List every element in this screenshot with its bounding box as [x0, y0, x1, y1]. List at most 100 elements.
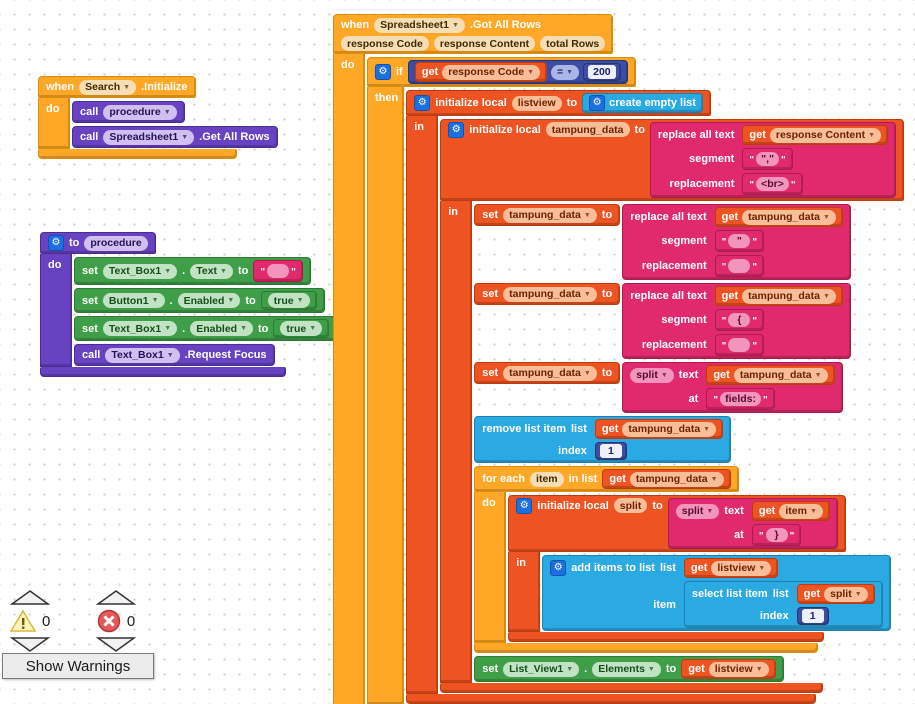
- segment-string-block[interactable]: {: [714, 309, 765, 331]
- variable-dropdown[interactable]: tampung_data ▼: [503, 365, 597, 381]
- replace-all-text-block[interactable]: replace all text get tampung_data ▼: [622, 283, 851, 359]
- get-response-content-block[interactable]: get response Content ▼: [742, 125, 889, 145]
- replace-all-text-block[interactable]: replace all text get tampung_data ▼: [622, 204, 851, 280]
- variable-dropdown[interactable]: tampung_data ▼: [503, 207, 597, 223]
- create-empty-list-block[interactable]: create empty list: [582, 93, 703, 113]
- set-variable-block[interactable]: set tampung_data ▼ to: [474, 204, 621, 226]
- warnings-down-arrow-icon[interactable]: [10, 636, 51, 653]
- logic-dropdown[interactable]: true ▼: [267, 293, 310, 308]
- property-dropdown[interactable]: Enabled ▼: [190, 321, 254, 336]
- split-text-block[interactable]: split ▼ text: [667, 498, 838, 549]
- variable-dropdown[interactable]: tampung_data ▼: [622, 421, 717, 437]
- get-split-block[interactable]: get split ▼: [796, 584, 875, 604]
- when-spreadsheet-gotallrows-block[interactable]: when Spreadsheet1 ▼ .Got All Rows respons…: [333, 14, 905, 704]
- get-listview-block[interactable]: get listview ▼: [681, 659, 776, 679]
- mutator-gear-icon[interactable]: [516, 498, 533, 514]
- component-dropdown[interactable]: Search ▼: [79, 79, 137, 95]
- replace-all-text-block[interactable]: replace all text get response Content ▼: [649, 122, 897, 198]
- mutator-gear-icon[interactable]: [589, 95, 606, 111]
- get-variable-block[interactable]: get tampung_data ▼: [714, 286, 843, 306]
- mutator-gear-icon[interactable]: [414, 95, 431, 111]
- string-field[interactable]: ",": [756, 152, 779, 166]
- initialize-local-listview-block[interactable]: initialize local listview to create empt…: [406, 90, 905, 704]
- variable-dropdown[interactable]: split ▼: [824, 586, 868, 602]
- string-field[interactable]: [267, 264, 290, 278]
- variable-dropdown[interactable]: listview ▼: [708, 661, 769, 677]
- procedure-dropdown[interactable]: procedure ▼: [103, 104, 177, 120]
- number-field[interactable]: 1: [599, 444, 622, 458]
- set-variable-block[interactable]: set tampung_data ▼ to: [474, 362, 621, 384]
- event-param-chip[interactable]: response Code: [341, 36, 429, 51]
- at-string-block[interactable]: fields:: [706, 388, 775, 410]
- initialize-local-split-block[interactable]: initialize local split to: [508, 495, 891, 642]
- variable-dropdown[interactable]: response Content ▼: [769, 127, 882, 143]
- set-listview-elements-block[interactable]: set List_View1 ▼ . Elements ▼ to: [474, 656, 784, 682]
- component-dropdown[interactable]: Spreadsheet1 ▼: [103, 129, 195, 145]
- mutator-gear-icon[interactable]: [375, 64, 391, 80]
- split-operator-dropdown[interactable]: split ▼: [630, 367, 674, 383]
- split-text-block[interactable]: split ▼ text get: [622, 362, 843, 413]
- equals-compare-block[interactable]: get response Code ▼ = ▼ 200: [407, 60, 628, 84]
- get-listview-block[interactable]: get listview ▼: [683, 558, 779, 578]
- logic-true-block[interactable]: true ▼: [260, 291, 317, 310]
- string-field[interactable]: <br>: [756, 177, 789, 191]
- errors-up-arrow-icon[interactable]: [96, 589, 136, 606]
- variable-dropdown[interactable]: tampung_data ▼: [629, 471, 724, 487]
- component-dropdown[interactable]: Text_Box1 ▼: [105, 347, 180, 363]
- local-variable-field[interactable]: listview: [511, 95, 562, 111]
- warnings-up-arrow-icon[interactable]: [10, 589, 51, 606]
- for-each-block[interactable]: for each item in list get tampung_data ▼: [474, 466, 891, 653]
- initialize-local-tampung-data-block[interactable]: initialize local tampung_data to replace…: [440, 119, 905, 693]
- segment-string-block[interactable]: ",": [742, 148, 793, 170]
- property-dropdown[interactable]: Text ▼: [190, 263, 233, 279]
- get-variable-block[interactable]: get tampung_data ▼: [602, 469, 731, 489]
- select-list-item-block[interactable]: select list item list: [683, 581, 883, 628]
- string-field[interactable]: {: [728, 313, 751, 327]
- index-number-block[interactable]: 1: [796, 607, 829, 625]
- component-dropdown[interactable]: Text_Box1 ▼: [102, 321, 178, 336]
- split-operator-dropdown[interactable]: split ▼: [675, 503, 720, 519]
- string-field[interactable]: ": [728, 234, 751, 248]
- get-variable-block[interactable]: get tampung_data ▼: [706, 365, 835, 385]
- logic-true-block[interactable]: true ▼: [273, 319, 330, 338]
- replacement-string-block[interactable]: <br>: [742, 173, 803, 195]
- local-variable-field[interactable]: tampung_data: [545, 122, 630, 137]
- when-search-initialize-block[interactable]: when Search ▼ .Initialize do call procedu…: [38, 76, 278, 159]
- get-response-code-block[interactable]: get response Code ▼: [414, 62, 548, 82]
- variable-dropdown[interactable]: listview ▼: [711, 560, 772, 576]
- get-item-block[interactable]: get item ▼: [751, 501, 830, 521]
- local-variable-field[interactable]: split: [613, 498, 648, 513]
- set-textbox-text-block[interactable]: set Text_Box1 ▼ . Text ▼ to: [74, 257, 311, 285]
- mutator-gear-icon[interactable]: [48, 235, 64, 251]
- string-field[interactable]: }: [765, 528, 788, 542]
- call-request-focus-block[interactable]: call Text_Box1 ▼ .Request Focus: [74, 344, 275, 366]
- warning-icon[interactable]: [10, 609, 36, 633]
- empty-string-block[interactable]: [253, 260, 303, 282]
- add-items-to-list-block[interactable]: add items to list list: [542, 555, 891, 631]
- variable-dropdown[interactable]: response Code ▼: [442, 64, 541, 80]
- mutator-gear-icon[interactable]: [448, 122, 465, 138]
- error-icon[interactable]: [97, 609, 121, 633]
- call-procedure-block[interactable]: call procedure ▼: [72, 101, 185, 123]
- mutator-gear-icon[interactable]: [550, 560, 567, 576]
- variable-dropdown[interactable]: tampung_data ▼: [742, 288, 836, 304]
- number-200-block[interactable]: 200: [583, 63, 621, 81]
- procedure-name-field[interactable]: procedure: [84, 235, 148, 251]
- at-string-block[interactable]: }: [751, 524, 802, 546]
- variable-dropdown[interactable]: tampung_data ▼: [503, 286, 597, 302]
- show-warnings-button[interactable]: Show Warnings: [2, 653, 154, 679]
- remove-list-item-block[interactable]: remove list item list get: [474, 416, 732, 463]
- component-dropdown[interactable]: Text_Box1 ▼: [102, 263, 178, 279]
- string-field[interactable]: [728, 338, 751, 352]
- component-dropdown[interactable]: Spreadsheet1 ▼: [374, 17, 465, 33]
- property-dropdown[interactable]: Enabled ▼: [177, 293, 241, 308]
- get-variable-block[interactable]: get tampung_data ▼: [714, 207, 843, 227]
- get-variable-block[interactable]: get tampung_data ▼: [594, 419, 724, 439]
- errors-down-arrow-icon[interactable]: [96, 636, 136, 653]
- index-number-block[interactable]: 1: [594, 442, 627, 460]
- segment-string-block[interactable]: ": [714, 230, 765, 252]
- set-variable-block[interactable]: set tampung_data ▼ to: [474, 283, 621, 305]
- number-field[interactable]: 200: [588, 65, 616, 79]
- set-button-enabled-block[interactable]: set Button1 ▼ . Enabled ▼ to true ▼: [74, 288, 325, 313]
